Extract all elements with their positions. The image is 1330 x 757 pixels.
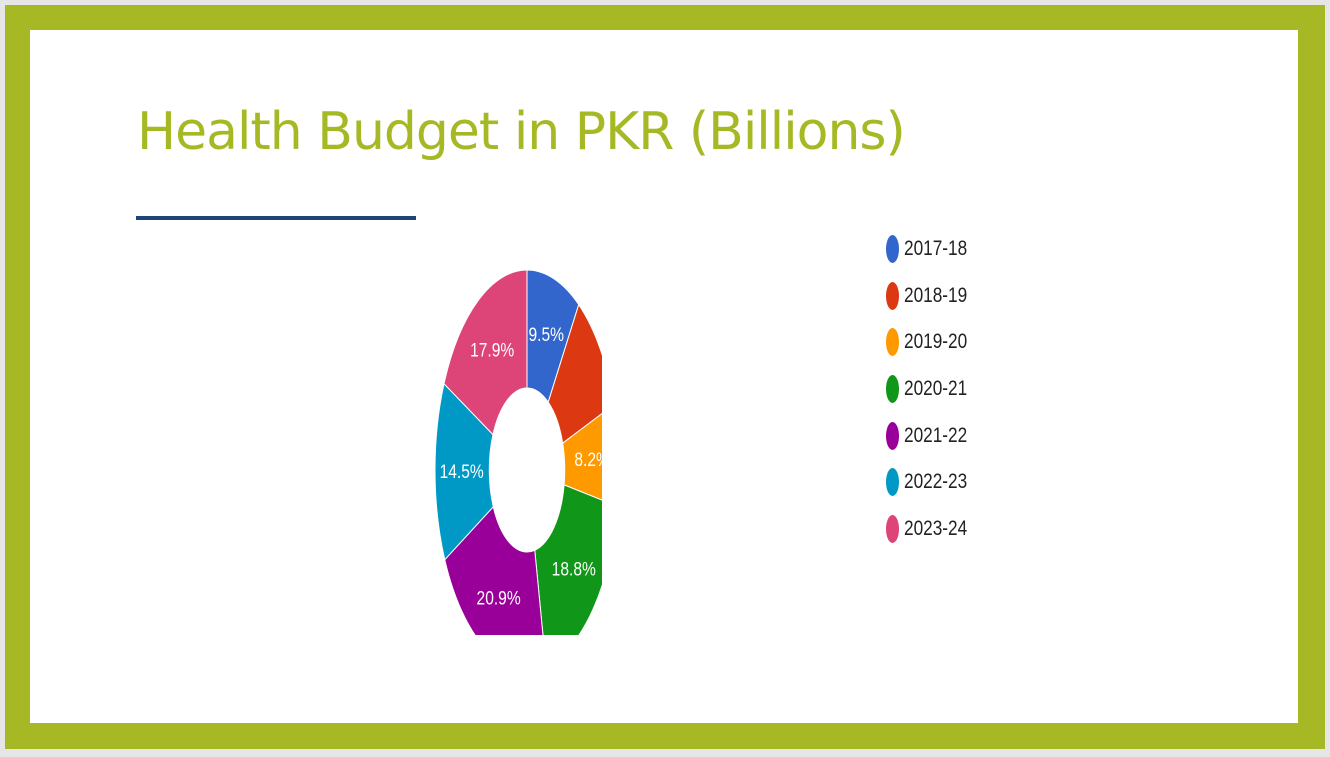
slice-label-2017-18: 9.5%	[528, 323, 563, 345]
legend-swatch	[886, 328, 899, 357]
legend-item-2020-21: 2020-21	[886, 375, 1086, 404]
slide: Health Budget in PKR (Billions) 9.5% 8.2%…	[30, 30, 1298, 723]
legend-swatch	[886, 468, 899, 497]
legend-label: 2020-21	[904, 377, 968, 401]
legend-label: 2022-23	[904, 470, 968, 494]
legend-swatch	[886, 515, 899, 544]
legend-item-2021-22: 2021-22	[886, 421, 1086, 450]
legend-label: 2017-18	[904, 237, 968, 260]
legend-item-2023-24: 2023-24	[886, 515, 1086, 544]
slice-label-2023-24: 17.9%	[470, 339, 514, 361]
legend-swatch	[886, 235, 899, 263]
legend-label: 2023-24	[904, 517, 968, 541]
title-underline	[136, 216, 416, 220]
donut-slice-2018-19	[547, 303, 602, 445]
legend-item-2019-20: 2019-20	[886, 328, 1086, 357]
donut-chart: 9.5% 8.2% 18.8% 20.9% 14.5% 17.9%	[402, 235, 602, 635]
legend-swatch	[886, 281, 899, 310]
slice-label-2019-20: 8.2%	[574, 448, 602, 470]
donut-slice-2023-24	[443, 269, 528, 436]
slice-label-2020-21: 18.8%	[552, 558, 596, 580]
chart-legend: 2017-18 2018-19 2019-20 2020-21 2021-22 2022-…	[886, 235, 1086, 562]
slide-frame: Health Budget in PKR (Billions) 9.5% 8.2%…	[5, 5, 1325, 749]
legend-swatch	[886, 375, 899, 404]
slide-title: Health Budget in PKR (Billions)	[137, 102, 906, 162]
donut-slice-2020-21	[534, 484, 602, 635]
legend-label: 2019-20	[904, 330, 968, 354]
donut-slice-2019-20	[562, 412, 602, 501]
slice-label-2022-23: 14.5%	[440, 460, 484, 482]
legend-label: 2018-19	[904, 283, 968, 307]
donut-chart-svg: 9.5% 8.2% 18.8% 20.9% 14.5% 17.9%	[434, 269, 602, 635]
legend-swatch	[886, 421, 899, 450]
legend-item-2022-23: 2022-23	[886, 468, 1086, 497]
legend-label: 2021-22	[904, 423, 968, 447]
donut-slice-2021-22	[444, 505, 544, 635]
legend-item-2017-18: 2017-18	[886, 235, 1086, 263]
legend-item-2018-19: 2018-19	[886, 281, 1086, 310]
slice-label-2021-22: 20.9%	[477, 587, 521, 609]
donut-slice-2022-23	[434, 382, 494, 561]
